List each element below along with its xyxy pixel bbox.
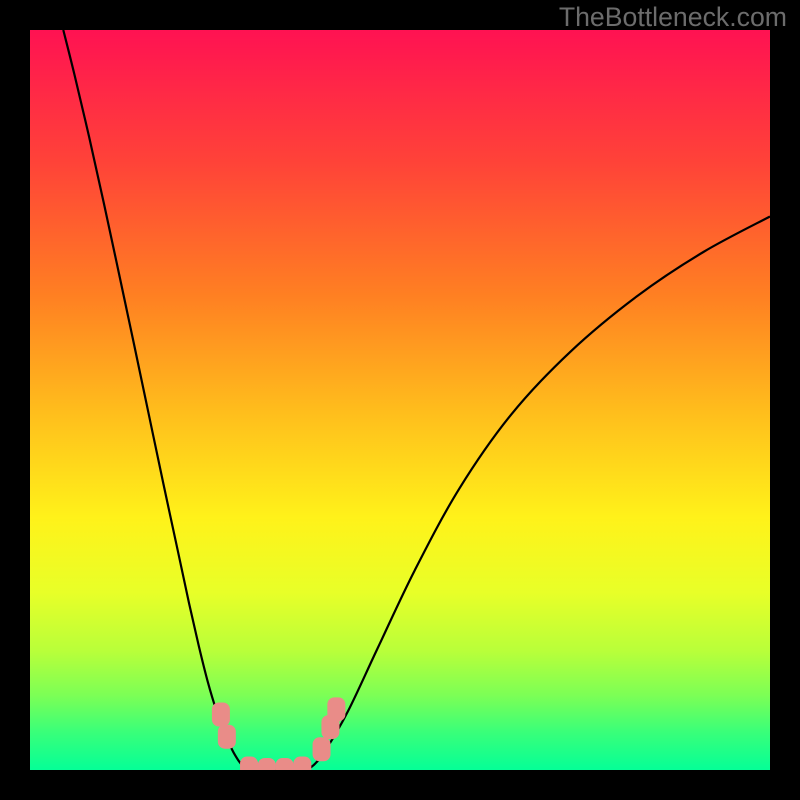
data-marker [212, 703, 230, 727]
data-marker [327, 697, 345, 721]
data-marker [313, 737, 331, 761]
plot-area [30, 30, 770, 770]
chart-frame: TheBottleneck.com [0, 0, 800, 800]
watermark-label: TheBottleneck.com [559, 2, 787, 33]
bottleneck-curve [63, 30, 770, 770]
data-marker [258, 758, 276, 770]
data-marker [276, 758, 294, 770]
chart-svg [30, 30, 770, 770]
data-marker [240, 757, 258, 770]
data-marker [218, 725, 236, 749]
data-marker [293, 757, 311, 770]
